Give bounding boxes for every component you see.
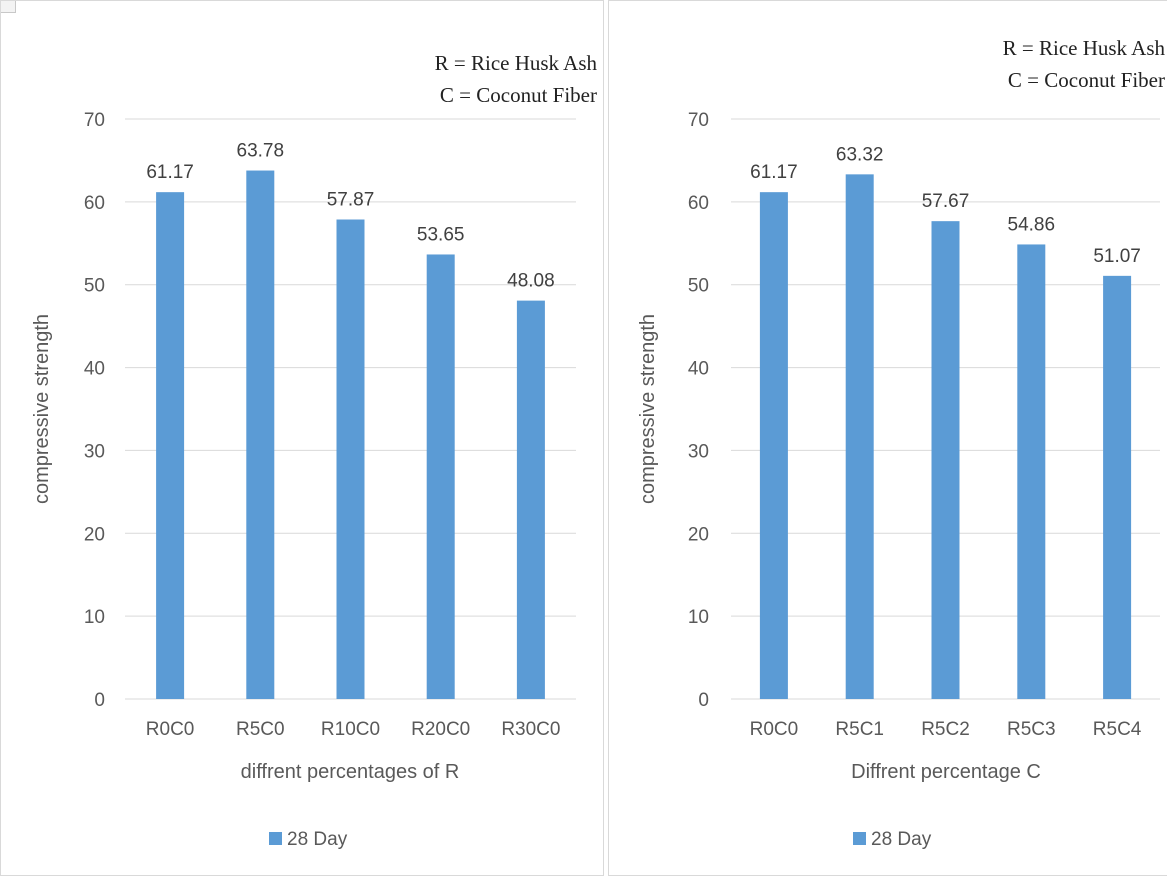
y-axis-title: compressive strength xyxy=(31,314,53,504)
y-tick-label: 10 xyxy=(84,607,105,628)
y-tick-label: 60 xyxy=(688,193,709,214)
data-label: 51.07 xyxy=(1093,246,1141,267)
legend-note-coconut-fiber: C = Coconut Fiber xyxy=(440,83,597,107)
legend-swatch xyxy=(269,832,282,845)
y-tick-label: 60 xyxy=(84,193,105,214)
x-tick-label: R5C1 xyxy=(835,719,884,740)
y-tick-label: 70 xyxy=(688,110,709,131)
x-tick-label: R5C4 xyxy=(1093,719,1142,740)
x-axis-title: diffrent percentages of R xyxy=(241,761,460,783)
x-tick-label: R0C0 xyxy=(750,719,799,740)
data-label: 57.87 xyxy=(327,190,375,211)
data-label: 61.17 xyxy=(146,162,194,183)
x-tick-label: R5C3 xyxy=(1007,719,1056,740)
data-label: 48.08 xyxy=(507,271,555,292)
x-tick-label: R0C0 xyxy=(146,719,195,740)
y-tick-label: 30 xyxy=(688,441,709,462)
bar-r5c2 xyxy=(931,221,960,700)
legend-swatch xyxy=(853,832,866,845)
x-axis-title: Diffrent percentage C xyxy=(851,761,1041,783)
data-label: 57.67 xyxy=(922,191,970,212)
bar-r5c0 xyxy=(246,170,275,700)
x-tick-label: R30C0 xyxy=(501,719,560,740)
bar-r0c0 xyxy=(156,192,185,700)
chart-panel-right: R = Rice Husk Ash C = Coconut Fiber 0 10 20 3… xyxy=(608,0,1167,876)
y-tick-label: 50 xyxy=(84,276,105,297)
data-label: 63.78 xyxy=(237,141,285,162)
y-tick-label: 0 xyxy=(94,690,105,711)
data-label: 63.32 xyxy=(836,144,884,165)
data-label: 61.17 xyxy=(750,162,798,183)
data-label: 53.65 xyxy=(417,224,465,245)
legend-label: 28 Day xyxy=(287,829,348,850)
x-tick-label: R10C0 xyxy=(321,719,380,740)
bar-r0c0 xyxy=(759,192,788,700)
bar-r5c4 xyxy=(1103,275,1132,699)
bar-r5c1 xyxy=(845,174,874,699)
y-tick-label: 0 xyxy=(698,690,709,711)
bar-chart-coconut-fiber: R = Rice Husk Ash C = Coconut Fiber 0 10 20 3… xyxy=(637,36,1166,850)
x-tick-label: R5C2 xyxy=(921,719,970,740)
y-tick-label: 40 xyxy=(688,359,709,380)
bar-chart-rice-husk-ash: R = Rice Husk Ash C = Coconut Fiber 0 10 20 3… xyxy=(31,51,598,850)
legend-label: 28 Day xyxy=(871,829,932,850)
corner-marker xyxy=(1,1,16,13)
x-tick-label: R20C0 xyxy=(411,719,470,740)
y-tick-label: 10 xyxy=(688,607,709,628)
y-tick-label: 20 xyxy=(688,524,709,545)
y-tick-label: 30 xyxy=(84,441,105,462)
bar-r30c0 xyxy=(516,300,545,699)
y-tick-label: 40 xyxy=(84,359,105,380)
y-tick-label: 50 xyxy=(688,276,709,297)
y-tick-label: 70 xyxy=(84,110,105,131)
x-tick-label: R5C0 xyxy=(236,719,285,740)
legend-note-rice-husk-ash: R = Rice Husk Ash xyxy=(435,51,598,75)
data-label: 54.86 xyxy=(1008,214,1056,235)
chart-panel-left: R = Rice Husk Ash C = Coconut Fiber 0 10 20 3… xyxy=(0,0,604,876)
legend-note-coconut-fiber: C = Coconut Fiber xyxy=(1008,68,1165,92)
legend-note-rice-husk-ash: R = Rice Husk Ash xyxy=(1003,36,1166,60)
bar-r5c3 xyxy=(1017,244,1046,699)
bar-r20c0 xyxy=(426,254,455,699)
bar-r10c0 xyxy=(336,219,365,699)
y-tick-label: 20 xyxy=(84,524,105,545)
y-axis-title: compressive strength xyxy=(637,314,659,504)
